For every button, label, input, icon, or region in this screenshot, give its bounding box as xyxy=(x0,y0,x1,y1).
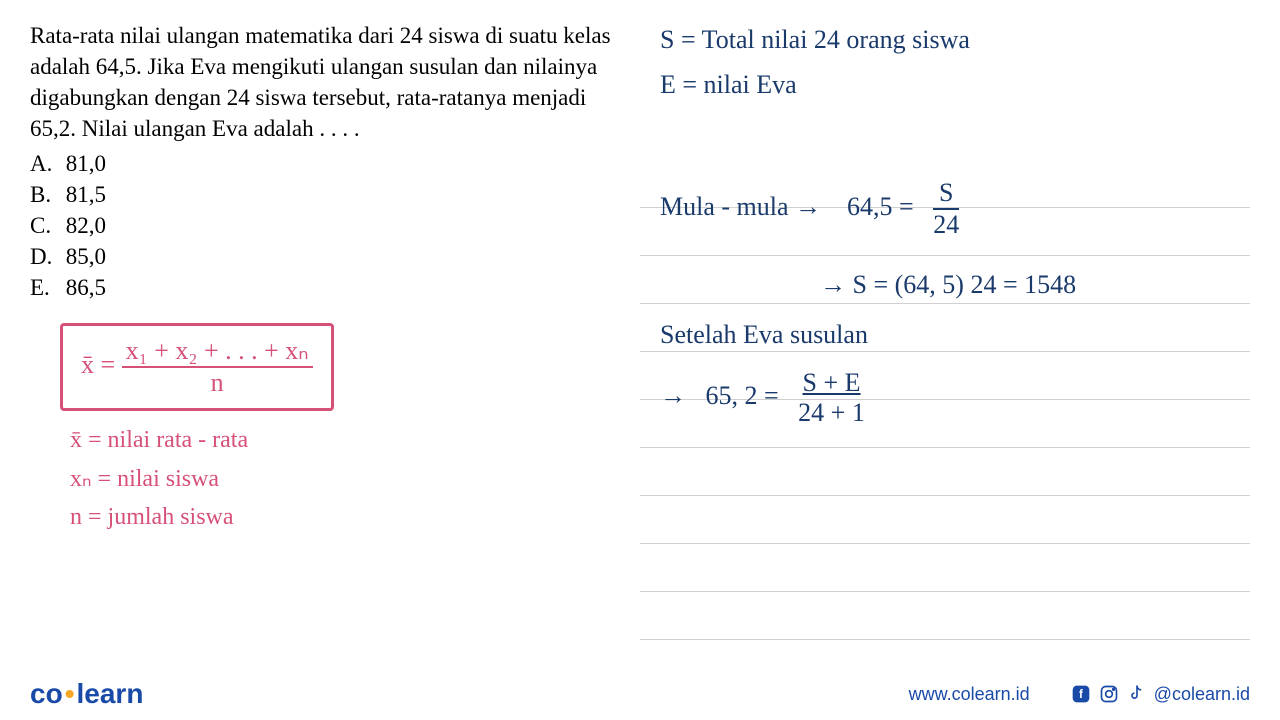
step4: → 65, 2 = S + E 24 + 1 xyxy=(660,370,1250,426)
footer: co•learn www.colearn.id f @colearn.id xyxy=(30,678,1250,710)
option-b: B. 81,5 xyxy=(30,179,620,210)
social-handle[interactable]: @colearn.id xyxy=(1154,684,1250,705)
formula-box: x̄ = x₁ + x₂ + . . . + xₙ n xyxy=(60,323,334,411)
step1-label: Mula - mula → xyxy=(660,192,821,221)
logo: co•learn xyxy=(30,678,143,710)
step3-label: Setelah Eva susulan xyxy=(660,320,1250,350)
answer-options: A. 81,0 B. 81,5 C. 82,0 D. 85,0 E. 86,5 xyxy=(30,148,620,303)
svg-text:f: f xyxy=(1079,688,1083,701)
option-c: C. 82,0 xyxy=(30,210,620,241)
social-links: f @colearn.id xyxy=(1070,683,1250,705)
logo-learn: learn xyxy=(77,678,144,709)
formula-numerator: x₁ + x₂ + . . . + xₙ xyxy=(122,336,313,366)
legend-xn: xₙ = nilai siswa xyxy=(70,460,620,498)
step1-fraction: S 24 xyxy=(933,180,959,238)
formula-denominator: n xyxy=(207,368,228,398)
legend-xbar: x̄ = nilai rata - rata xyxy=(70,421,620,459)
formula-fraction: x₁ + x₂ + . . . + xₙ n xyxy=(122,336,313,398)
step1-den: 24 xyxy=(933,208,959,238)
option-e: E. 86,5 xyxy=(30,272,620,303)
tiktok-icon[interactable] xyxy=(1126,683,1148,705)
formula-legend: x̄ = nilai rata - rata xₙ = nilai siswa … xyxy=(70,421,620,536)
step2: → S = (64, 5) 24 = 1548 xyxy=(820,270,1250,300)
facebook-icon[interactable]: f xyxy=(1070,683,1092,705)
step4-lhs: 65, 2 = xyxy=(706,381,779,410)
question-text: Rata-rata nilai ulangan matematika dari … xyxy=(30,20,620,144)
step4-arrow: → xyxy=(660,381,686,410)
option-a: A. 81,0 xyxy=(30,148,620,179)
step1-num: S xyxy=(939,180,953,208)
step4-fraction: S + E 24 + 1 xyxy=(798,370,865,426)
def-e: E = nilai Eva xyxy=(660,70,1250,100)
legend-n: n = jumlah siswa xyxy=(70,498,620,536)
def-s: S = Total nilai 24 orang siswa xyxy=(660,25,1250,55)
left-panel: Rata-rata nilai ulangan matematika dari … xyxy=(30,20,640,670)
step1: Mula - mula → 64,5 = S 24 xyxy=(660,180,1250,238)
step1-lhs: 64,5 = xyxy=(847,192,914,221)
instagram-icon[interactable] xyxy=(1098,683,1120,705)
right-panel: S = Total nilai 24 orang siswa E = nilai… xyxy=(640,20,1250,670)
website-link[interactable]: www.colearn.id xyxy=(909,684,1030,705)
logo-co: co xyxy=(30,678,63,709)
option-d: D. 85,0 xyxy=(30,241,620,272)
logo-dot-icon: • xyxy=(65,678,75,710)
formula-lhs: x̄ = xyxy=(81,350,115,379)
step4-num: S + E xyxy=(803,370,861,398)
step4-den: 24 + 1 xyxy=(798,398,865,426)
